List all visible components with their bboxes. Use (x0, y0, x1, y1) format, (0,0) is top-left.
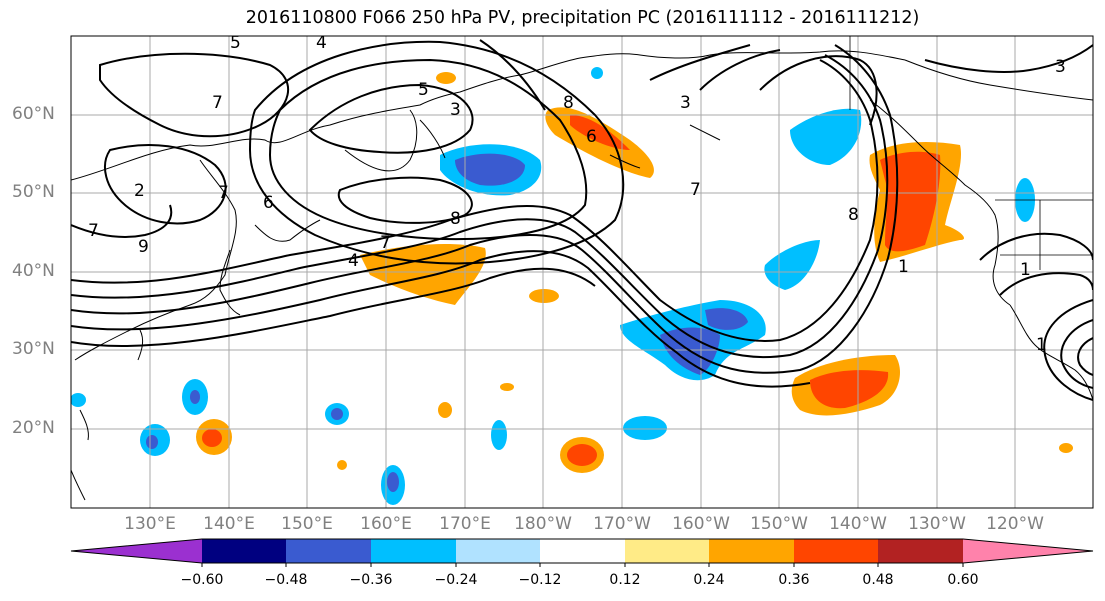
lon-label: 140°E (203, 514, 255, 534)
neg-region-3 (790, 108, 862, 165)
contour-label: 1 (1036, 335, 1047, 355)
colorbar-tick-label: 0.36 (778, 572, 810, 588)
lat-label: 50°N (12, 182, 55, 202)
contour-label: 3 (450, 100, 461, 120)
contour-label: 7 (88, 221, 99, 241)
contour-label: 3 (680, 93, 691, 113)
contour-label: 7 (212, 93, 223, 113)
neg-region-4 (764, 240, 820, 290)
lon-label: 150°W (750, 514, 808, 534)
lon-label: 160°E (360, 514, 412, 534)
borders (849, 36, 1093, 270)
blob-o (337, 460, 347, 470)
colorbar-tick-label: 0.48 (862, 572, 894, 588)
lon-label: 170°W (593, 514, 651, 534)
contour-label: 1 (1020, 260, 1031, 280)
blob-n (500, 383, 514, 391)
blob-b-core (202, 429, 222, 447)
lat-label: 30°N (12, 339, 55, 359)
colorbar-tick-label: 0.12 (609, 572, 641, 588)
contour-label: 5 (230, 33, 241, 53)
neg-region-1-core (455, 153, 525, 186)
graticule (71, 36, 1093, 508)
contour-label: 8 (563, 93, 574, 113)
blob-m (71, 393, 86, 407)
lon-label: 180°W (514, 514, 572, 534)
pos-region-4-core (810, 370, 889, 409)
neg-region-2b (705, 308, 748, 330)
blob-a-core (567, 444, 597, 466)
contour-label: 7 (218, 183, 229, 203)
lon-label: 170°E (439, 514, 491, 534)
contour-label: 8 (848, 205, 859, 225)
blob-h (491, 420, 507, 450)
colorbar-tick-label: −0.36 (349, 572, 393, 588)
pos-region-1-core (570, 115, 630, 150)
map-frame (70, 35, 1094, 509)
pv-contours (71, 39, 1093, 401)
contour-label: 5 (418, 80, 429, 100)
blob-j (529, 289, 559, 303)
blob-c-core (146, 435, 158, 449)
colorbar-tick-label: 0.60 (947, 572, 979, 588)
colorbar-tick-label: −0.12 (518, 572, 562, 588)
contour-label: 4 (348, 251, 359, 271)
colorbar-tick-label: −0.48 (264, 572, 308, 588)
blob-d-core (190, 390, 200, 404)
contour-label: 1 (898, 257, 909, 277)
contour-label: 6 (263, 193, 274, 213)
contour-label: 3 (1055, 57, 1066, 77)
lon-label: 160°W (672, 514, 730, 534)
blob-p (1059, 443, 1073, 453)
blob-k (436, 72, 456, 84)
contour-label: 2 (134, 181, 145, 201)
contour-label: 6 (586, 127, 597, 147)
blob-f-core (387, 472, 399, 492)
blob-i (438, 402, 452, 418)
contour-label: 7 (690, 180, 701, 200)
contour-labels: 5 4 3 3 7 6 6 8 7 4 2 7 8 9 7 5 8 7 1 1 … (88, 33, 1066, 355)
lat-label: 40°N (12, 261, 55, 281)
colorbar-tick-label: 0.24 (693, 572, 725, 588)
contour-label: 9 (138, 237, 149, 257)
colorbar-tick-label: −0.60 (180, 572, 224, 588)
blob-e-core (331, 408, 343, 420)
lat-label: 20°N (12, 418, 55, 438)
colorbar-tick-label: −0.24 (434, 572, 478, 588)
blob-q (591, 67, 603, 79)
contour-label: 7 (380, 233, 391, 253)
contour-label: 4 (316, 33, 327, 53)
contour-label: 8 (450, 209, 461, 229)
plot-title: 2016110800 F066 250 hPa PV, precipitatio… (245, 8, 920, 28)
lat-label: 60°N (12, 104, 55, 124)
lon-label: 140°W (829, 514, 887, 534)
lon-label: 120°W (986, 514, 1044, 534)
lon-label: 130°E (124, 514, 176, 534)
lon-label: 150°E (281, 514, 333, 534)
lon-label: 130°W (908, 514, 966, 534)
blob-g (623, 416, 667, 440)
